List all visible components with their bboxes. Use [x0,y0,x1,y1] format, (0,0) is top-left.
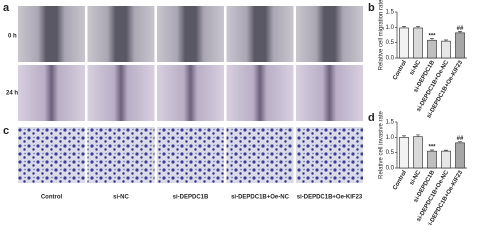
bar [455,142,465,169]
bar [413,27,423,59]
bar [399,137,409,169]
significance: *** [428,33,436,39]
error-bar [402,26,406,28]
error-bar [444,39,448,42]
y-tick-label: 0.0 [386,56,395,62]
column-label: Control [41,195,63,201]
bar [455,32,465,59]
y-tick-label: 1.5 [386,120,395,126]
significance: ## [457,26,464,32]
panel-label: d [368,112,375,124]
error-bar [416,26,420,28]
bar [427,39,437,59]
significance: ## [457,136,464,142]
row-label: 0 h [8,34,17,40]
x-tick-label: si-NC [409,169,422,186]
y-axis-label: Relative cell migration rate [379,0,385,70]
x-tick-label: si-NC [409,59,422,76]
error-bar [444,149,448,152]
y-tick-label: 1.0 [386,25,395,31]
micrograph [18,6,85,62]
micrograph [87,127,155,183]
bar [441,150,451,169]
bar [399,27,409,59]
column-label: si-DEPDC1B+Oe-KIF23 [297,195,363,201]
column-label: si-DEPDC1B [173,195,209,201]
x-tick-label: Control [392,60,408,82]
panel-label: c [3,125,9,137]
micrograph [87,65,155,121]
y-tick-label: 1.5 [386,10,395,16]
y-tick-label: 1.0 [386,135,395,141]
error-bar [416,134,420,137]
micrograph [226,6,294,62]
row-label: 24 h [6,91,18,97]
y-axis-label: Relative cell invasive rate [379,110,385,178]
micrograph [18,65,85,121]
column-label: si-DEPDC1B+Oe-NC [231,195,290,201]
micrograph [226,65,294,121]
micrograph [87,6,155,62]
micrograph [157,65,224,121]
column-label: si-NC [113,195,129,201]
significance: *** [428,144,436,150]
y-tick-label: 0.5 [386,150,395,156]
figure: a b c d 0 h 24 h Control si-NC si-DEPDC1B s… [3,0,467,225]
error-bar [458,31,462,33]
error-bar [458,141,462,143]
micrograph [18,127,85,183]
x-tick-label: Control [392,170,408,192]
micrograph [157,6,224,62]
panel-label: a [3,2,10,14]
micrograph [296,127,363,183]
micrograph [296,65,363,121]
error-bar [430,38,434,41]
panel-label: b [368,2,375,14]
micrograph [296,6,363,62]
error-bar [402,135,406,138]
bar [441,40,451,59]
micrograph [157,127,224,183]
y-tick-label: 0.5 [386,40,395,46]
bar [413,136,423,169]
bar [427,150,437,169]
error-bar [430,149,434,152]
y-tick-label: 0.0 [386,166,395,172]
micrograph [226,127,294,183]
